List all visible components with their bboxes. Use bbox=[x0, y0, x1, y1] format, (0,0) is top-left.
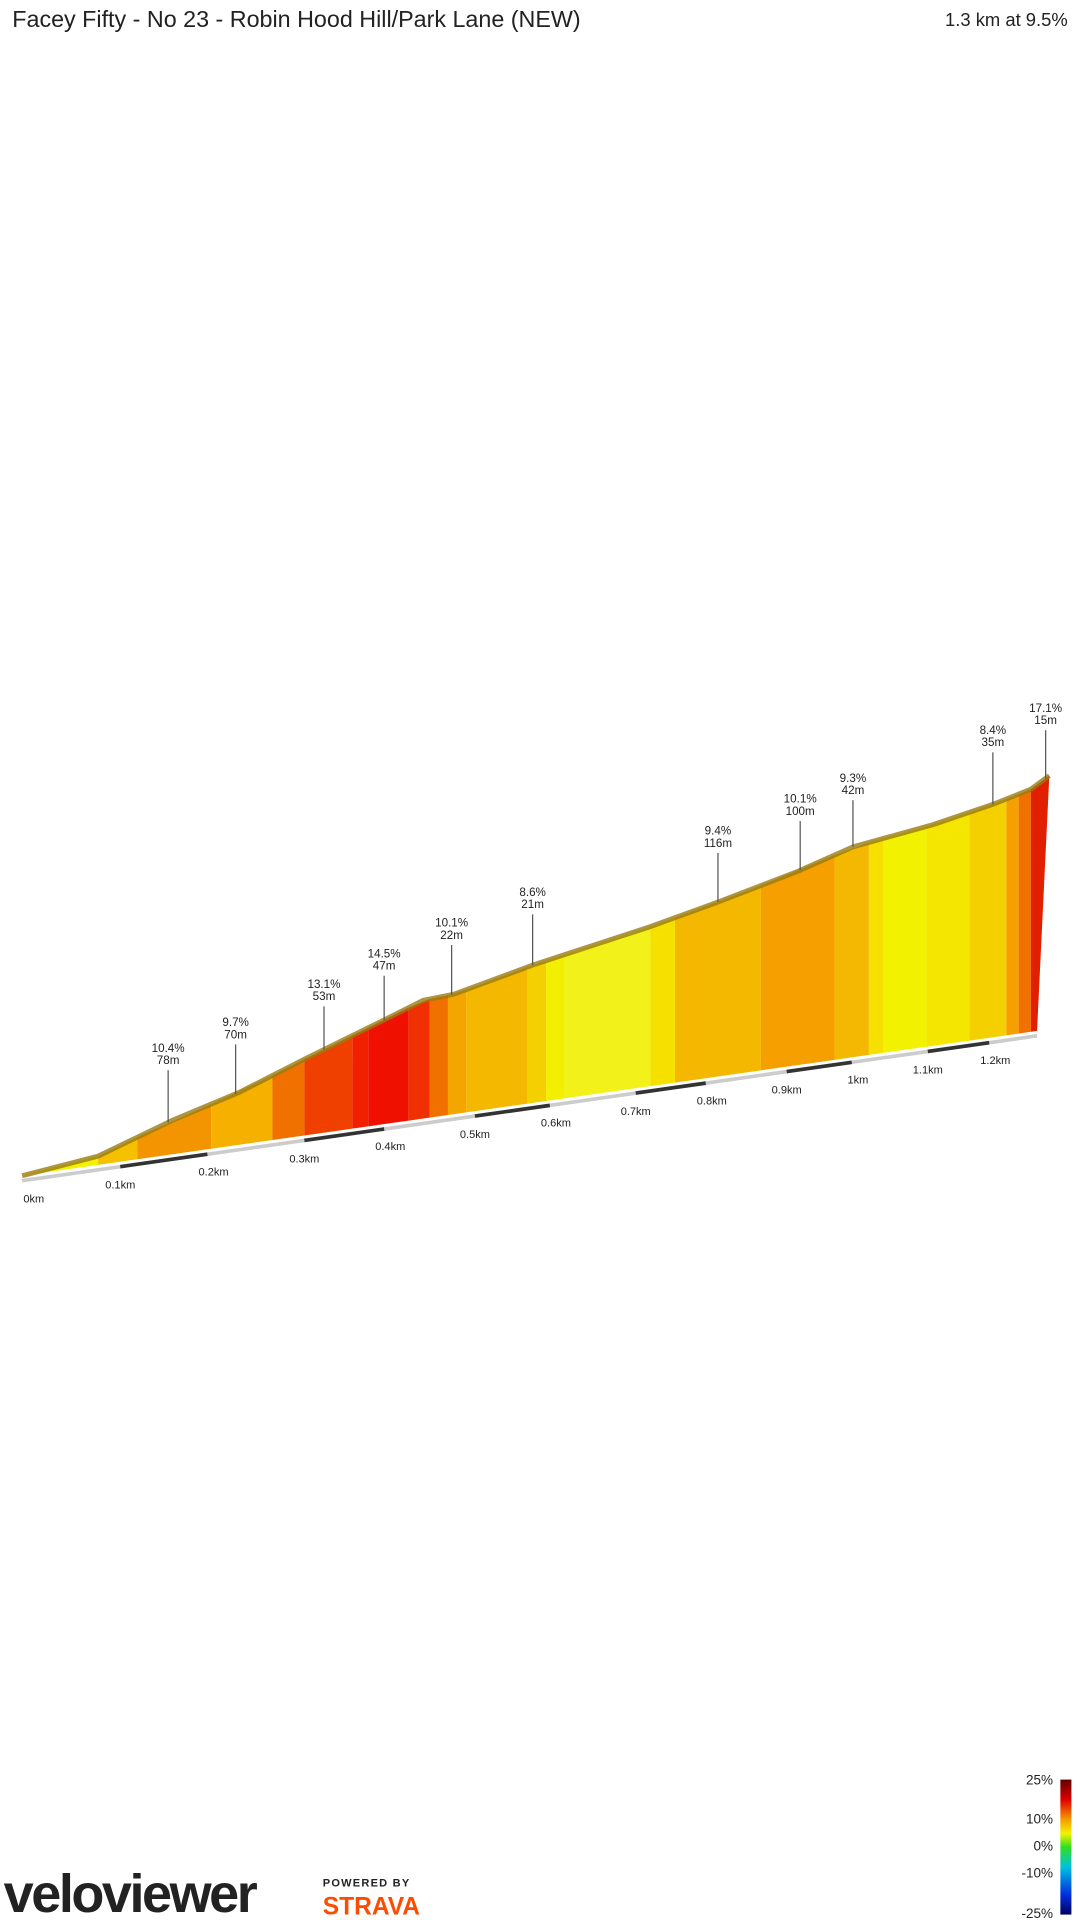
annotation-grade: 10.1% bbox=[784, 793, 817, 806]
distance-tick-label: 0.9km bbox=[772, 1085, 802, 1097]
annotation-length: 47m bbox=[373, 960, 396, 973]
gradient-segment bbox=[211, 1075, 273, 1149]
color-scale bbox=[1060, 1779, 1072, 1915]
annotation-length: 15m bbox=[1034, 714, 1057, 727]
annotation-length: 100m bbox=[786, 805, 815, 818]
distance-tick-label: 1.2km bbox=[980, 1055, 1010, 1067]
scale-tick: 0% bbox=[1033, 1839, 1053, 1854]
gradient-segment bbox=[137, 1104, 212, 1160]
powered-by: POWERED BY bbox=[323, 1877, 411, 1889]
gradient-segment bbox=[352, 1027, 369, 1129]
annotation-grade: 9.7% bbox=[222, 1016, 249, 1029]
distance-band bbox=[927, 1040, 990, 1054]
gradient-segment bbox=[1006, 794, 1019, 1036]
gradient-segment bbox=[1030, 775, 1050, 1032]
gradient-segment bbox=[926, 812, 970, 1047]
distance-tick-label: 0km bbox=[23, 1194, 44, 1206]
distance-tick-label: 0.3km bbox=[289, 1153, 319, 1165]
annotation-grade: 10.4% bbox=[152, 1042, 185, 1055]
distance-tick-label: 0.2km bbox=[199, 1166, 229, 1178]
gradient-segment bbox=[546, 954, 565, 1101]
scale-tick: -10% bbox=[1021, 1866, 1053, 1881]
annotation-length: 70m bbox=[224, 1028, 247, 1041]
annotation-grade: 8.6% bbox=[519, 886, 546, 899]
gradient-segment bbox=[429, 995, 448, 1118]
gradient-segment bbox=[272, 1059, 305, 1141]
gradient-segment bbox=[564, 926, 651, 1099]
scale-tick: -25% bbox=[1021, 1906, 1053, 1920]
annotation-length: 78m bbox=[157, 1054, 180, 1067]
gradient-segment bbox=[304, 1035, 353, 1136]
profile-edge bbox=[21, 773, 1051, 1179]
gradient-segment bbox=[527, 960, 547, 1104]
annotation-grade: 14.5% bbox=[368, 947, 401, 960]
distance-tick-label: 0.1km bbox=[105, 1180, 135, 1192]
profile-surface bbox=[21, 773, 1051, 1179]
gradient-segment bbox=[650, 917, 675, 1087]
gradient-segment bbox=[466, 966, 528, 1113]
annotation-length: 42m bbox=[842, 784, 865, 797]
annotation-grade: 17.1% bbox=[1029, 702, 1062, 715]
gradient-segment bbox=[447, 989, 467, 1115]
distance-tick-label: 0.4km bbox=[375, 1141, 405, 1153]
distance-band bbox=[474, 1103, 551, 1118]
annotation-length: 22m bbox=[440, 929, 463, 942]
annotation-length: 35m bbox=[982, 736, 1005, 749]
annotation-grade: 8.4% bbox=[980, 724, 1007, 737]
annotation-grade: 9.4% bbox=[705, 825, 732, 838]
gradient-segment bbox=[408, 999, 430, 1121]
summary: 1.3 km at 9.5% bbox=[945, 9, 1068, 30]
gradient-segment bbox=[969, 798, 1007, 1041]
title: Facey Fifty - No 23 - Robin Hood Hill/Pa… bbox=[12, 6, 580, 32]
gradient-segment bbox=[834, 842, 869, 1060]
distance-band bbox=[635, 1081, 706, 1095]
gradient-segment bbox=[368, 1007, 409, 1127]
distance-tick-label: 1km bbox=[847, 1075, 868, 1087]
scale-tick: 10% bbox=[1026, 1812, 1053, 1827]
distance-tick-label: 0.5km bbox=[460, 1129, 490, 1141]
distance-tick-label: 0.8km bbox=[697, 1095, 727, 1107]
gradient-segment bbox=[883, 826, 927, 1053]
gradient-segment bbox=[868, 838, 884, 1055]
brand-logo: veloviewer bbox=[4, 1864, 258, 1920]
scale-tick: 25% bbox=[1026, 1772, 1053, 1787]
distance-band bbox=[304, 1127, 385, 1143]
distance-tick-label: 0.7km bbox=[621, 1106, 651, 1118]
annotation-grade: 10.1% bbox=[435, 917, 468, 930]
distance-band bbox=[786, 1060, 852, 1074]
gradient-segment bbox=[760, 855, 835, 1071]
annotation-length: 21m bbox=[521, 898, 544, 911]
distance-band bbox=[120, 1152, 208, 1169]
distance-tick-label: 0.6km bbox=[541, 1118, 571, 1130]
annotation-length: 116m bbox=[704, 837, 732, 850]
partner-logo: STRAVA bbox=[323, 1894, 420, 1920]
annotation-grade: 13.1% bbox=[307, 978, 340, 991]
annotation-grade: 9.3% bbox=[840, 772, 867, 785]
annotation-length: 53m bbox=[313, 990, 336, 1003]
distance-tick-label: 1.1km bbox=[913, 1065, 943, 1077]
gradient-segment bbox=[1018, 789, 1031, 1034]
gradient-segment bbox=[675, 885, 761, 1083]
